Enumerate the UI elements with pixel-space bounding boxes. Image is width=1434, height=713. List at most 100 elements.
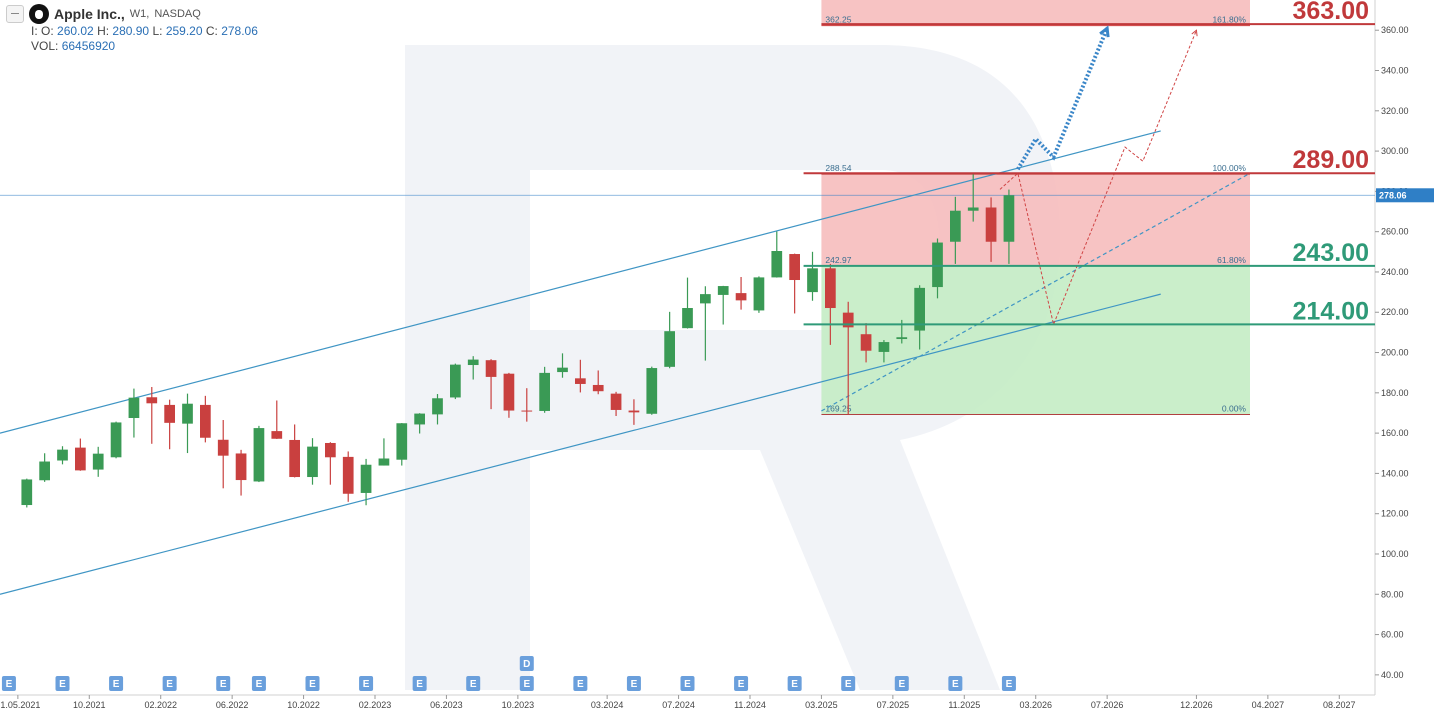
fib-ratio-label: 161.80% xyxy=(1212,15,1246,25)
event-marker xyxy=(305,676,320,691)
y-tick-label: 160.00 xyxy=(1381,428,1409,438)
candle-body xyxy=(664,331,675,367)
y-tick-label: 220.00 xyxy=(1381,307,1409,317)
ohlc-key: L: xyxy=(152,24,163,38)
event-label: E xyxy=(1006,679,1013,690)
x-tick-label: 02.2023 xyxy=(359,700,392,710)
x-tick-label: 07.2026 xyxy=(1091,700,1124,710)
candle-body xyxy=(164,404,175,423)
y-tick-label: 40.00 xyxy=(1381,670,1404,680)
candle-body xyxy=(610,393,622,410)
event-label: E xyxy=(898,679,905,690)
event-label: E xyxy=(952,679,959,690)
event-marker xyxy=(1001,676,1016,691)
candle-body xyxy=(717,286,729,295)
candle-body xyxy=(539,372,550,411)
symbol-header: Apple Inc., W1, NASDAQ I: O: 260.02 H: 2… xyxy=(6,4,258,54)
event-marker xyxy=(573,676,588,691)
fib-ratio-label: 61.80% xyxy=(1217,255,1246,265)
event-label: E xyxy=(684,679,691,690)
y-tick-label: 340.00 xyxy=(1381,66,1409,76)
fib-price-label: 362.25 xyxy=(825,15,851,25)
x-tick-label: 10.2022 xyxy=(287,700,320,710)
event-marker xyxy=(680,676,695,691)
event-marker xyxy=(841,676,856,691)
ohlc-value: 278.06 xyxy=(221,24,258,38)
event-label: E xyxy=(631,679,638,690)
collapse-button[interactable] xyxy=(6,5,24,23)
candle-body xyxy=(146,397,158,404)
candle-body xyxy=(753,277,765,311)
candle-body xyxy=(646,368,658,414)
x-tick-label: 11.2024 xyxy=(734,700,766,710)
y-tick-label: 120.00 xyxy=(1381,509,1409,519)
ohlc-key: H: xyxy=(97,24,110,38)
candle-body xyxy=(825,268,836,309)
y-tick-label: 260.00 xyxy=(1381,227,1409,237)
forecast-arrowhead xyxy=(1099,25,1110,38)
candle-body xyxy=(432,398,443,415)
forecast-path xyxy=(1016,27,1109,171)
event-label: E xyxy=(470,679,477,690)
candle-body xyxy=(110,422,122,458)
event-label: E xyxy=(363,679,370,690)
candle-body xyxy=(289,439,300,478)
candle-body xyxy=(253,428,265,482)
event-marker xyxy=(251,676,266,691)
event-label: E xyxy=(59,679,66,690)
ohlc-value: 259.20 xyxy=(165,24,203,38)
candle-body xyxy=(271,431,283,439)
event-marker xyxy=(948,676,963,691)
trendline xyxy=(821,172,1251,412)
event-label: E xyxy=(523,679,530,690)
y-tick-label: 320.00 xyxy=(1381,106,1409,116)
candle-body xyxy=(985,207,997,242)
volume-key: VOL: xyxy=(31,39,59,53)
event-marker xyxy=(412,676,427,691)
candle-body xyxy=(325,442,336,458)
x-tick-label: 03.2024 xyxy=(591,700,624,710)
x-tick-label: 11.2025 xyxy=(948,700,980,710)
event-label: E xyxy=(845,679,852,690)
candle-body xyxy=(503,373,515,411)
x-tick-label: 10.2023 xyxy=(502,700,535,710)
candle-body xyxy=(57,449,68,461)
event-marker xyxy=(162,676,177,691)
candle-body xyxy=(896,337,908,340)
volume-row: VOL: 66456920 xyxy=(31,39,258,54)
event-label: E xyxy=(416,679,423,690)
candle-body xyxy=(878,342,890,352)
candle-body xyxy=(592,384,604,392)
ohlc-row: I: O: 260.02 H: 280.90 L: 259.20 C: 278.… xyxy=(31,24,258,39)
candle-body xyxy=(914,287,925,331)
exchange: NASDAQ xyxy=(154,7,201,20)
candle-body xyxy=(128,397,140,419)
fib-zone xyxy=(821,0,1250,26)
candle-body xyxy=(967,207,979,211)
candle-body xyxy=(414,413,425,425)
candle-body xyxy=(75,447,86,471)
fib-ratio-label: 100.00% xyxy=(1212,163,1246,173)
x-tick-label: 12.2026 xyxy=(1180,700,1213,710)
event-label: E xyxy=(6,679,13,690)
candle-body xyxy=(235,453,247,481)
candle-body xyxy=(950,210,961,242)
event-label: E xyxy=(791,679,798,690)
candle-body xyxy=(860,334,872,351)
event-label: E xyxy=(738,679,745,690)
x-tick-label: 02.2022 xyxy=(144,700,177,710)
candle-body xyxy=(21,479,33,506)
symbol-name: Apple Inc., xyxy=(54,5,125,22)
level-label: 289.00 xyxy=(1293,146,1369,174)
candle-body xyxy=(360,464,372,493)
event-marker xyxy=(734,676,749,691)
ohlc-value: 280.90 xyxy=(112,24,150,38)
level-label: 214.00 xyxy=(1293,297,1369,325)
candle-body xyxy=(932,242,943,288)
y-tick-label: 360.00 xyxy=(1381,25,1409,35)
candle-body xyxy=(789,254,800,281)
event-marker xyxy=(109,676,124,691)
candle-body xyxy=(307,446,318,478)
candle-body xyxy=(842,312,854,328)
